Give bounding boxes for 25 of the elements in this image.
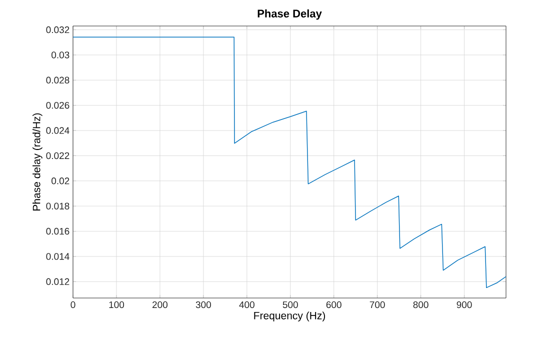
y-tick-label: 0.014 (46, 253, 70, 260)
x-tick-label: 800 (413, 301, 428, 308)
y-tick-label: 0.018 (46, 202, 70, 210)
y-tick-label: 0.026 (46, 102, 70, 109)
x-tick-label: 100 (109, 301, 124, 308)
y-tick-label: 0.03 (52, 52, 70, 58)
y-axis-title: Phase delay (rad/Hz) (32, 113, 42, 210)
x-tick-label: 200 (152, 301, 168, 308)
y-tick-label: 0.02 (52, 178, 70, 184)
x-tick-label: 900 (456, 301, 472, 308)
y-tick-label: 0.022 (46, 152, 70, 160)
x-tick-label: 500 (282, 301, 298, 308)
x-tick-label: 0 (70, 301, 76, 308)
y-tick-label: 0.028 (46, 76, 70, 84)
y-tick-label: 0.032 (46, 26, 70, 34)
y-tick-label: 0.024 (46, 127, 70, 134)
x-tick-label: 700 (370, 301, 385, 308)
x-tick-label: 400 (239, 301, 254, 308)
y-tick-label: 0.012 (46, 278, 70, 285)
x-axis-title: Frequency (Hz) (254, 312, 326, 322)
y-tick-label: 0.016 (46, 228, 70, 235)
x-tick-label: 600 (326, 301, 342, 308)
chart-title: Phase Delay (258, 9, 322, 20)
x-tick-label: 300 (196, 301, 211, 308)
line-series (73, 36, 506, 288)
